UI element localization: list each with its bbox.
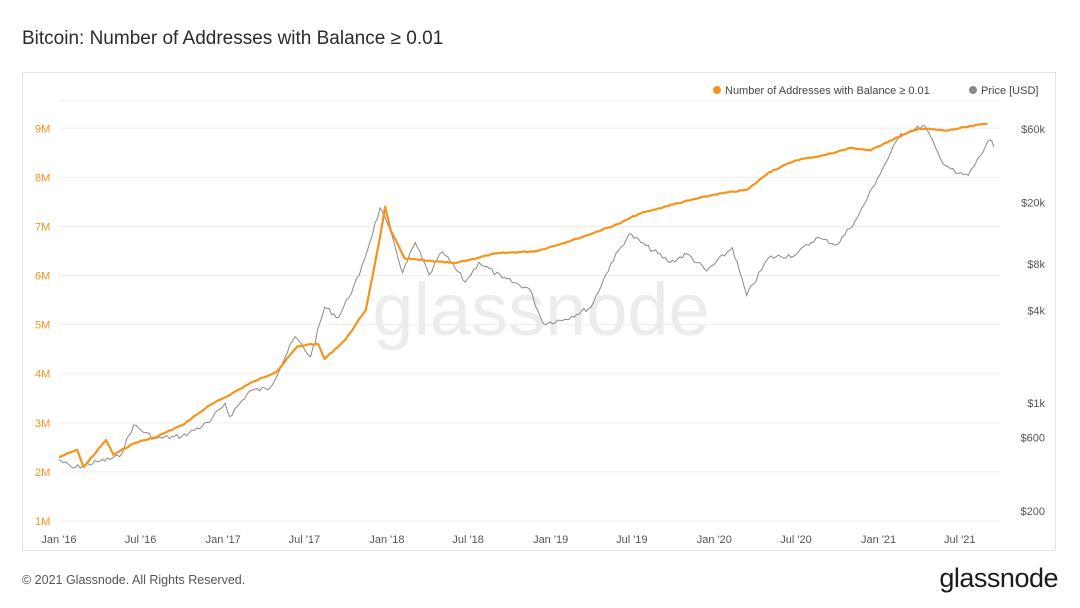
y-right-tick-label: $200 <box>1021 506 1045 518</box>
x-tick-label: Jul '19 <box>616 534 647 546</box>
x-tick-label: Jan '16 <box>41 534 76 546</box>
y-left-tick-label: 9M <box>35 123 50 135</box>
x-tick-label: Jan '19 <box>533 534 568 546</box>
x-tick-label: Jul '20 <box>780 534 811 546</box>
series-line-price <box>58 125 995 469</box>
y-left-tick-label: 5M <box>35 320 50 332</box>
legend-addresses-label[interactable]: Number of Addresses with Balance ≥ 0.01 <box>725 85 930 97</box>
y-left-tick-label: 6M <box>35 271 50 283</box>
x-tick-label: Jul '16 <box>125 534 156 546</box>
x-tick-label: Jan '17 <box>206 534 241 546</box>
y-right-tick-label: $20k <box>1021 198 1045 210</box>
y-left-tick-label: 4M <box>35 369 50 381</box>
chart-title: Bitcoin: Number of Addresses with Balanc… <box>22 28 444 49</box>
grid <box>59 100 1001 522</box>
series-line-addresses <box>58 122 988 469</box>
x-tick-label: Jul '17 <box>289 534 320 546</box>
x-axis: Jan '16 Jul '16 Jan '17 Jul '17 Jan '18 Jul '… <box>41 534 975 546</box>
legend[interactable]: Price [USD] Number of Addresses with Bala… <box>713 85 1038 97</box>
right-axis: $200 $600 $1k $4k $8k $20k $60k <box>1021 124 1046 518</box>
y-right-tick-label: $8k <box>1027 259 1045 271</box>
x-tick-label: Jan '20 <box>697 534 732 546</box>
y-left-tick-label: 1M <box>35 516 50 528</box>
copyright-text: © 2021 Glassnode. All Rights Reserved. <box>22 573 246 587</box>
y-left-tick-label: 3M <box>35 418 50 430</box>
x-tick-label: Jan '21 <box>861 534 896 546</box>
chart-svg: glassnode 1M 2M 3M 4M 5M 6M 7M 8M 9M $200 $600 $1k… <box>35 85 1046 546</box>
watermark-text: glassnode <box>372 268 709 351</box>
y-right-tick-label: $1k <box>1027 398 1045 410</box>
legend-price-label[interactable]: Price [USD] <box>981 85 1038 97</box>
y-right-tick-label: $60k <box>1021 124 1045 136</box>
legend-price-dot <box>969 86 977 94</box>
y-left-tick-label: 8M <box>35 172 50 184</box>
y-right-tick-label: $600 <box>1021 432 1045 444</box>
brand-logo: glassnode <box>939 563 1058 593</box>
y-right-tick-label: $4k <box>1027 305 1045 317</box>
y-left-tick-label: 7M <box>35 221 50 233</box>
x-tick-label: Jul '18 <box>452 534 483 546</box>
x-tick-label: Jul '21 <box>944 534 975 546</box>
x-tick-label: Jan '18 <box>369 534 404 546</box>
y-left-tick-label: 2M <box>35 467 50 479</box>
chart-panel: glassnode 1M 2M 3M 4M 5M 6M 7M 8M 9M $200 $600 $1k… <box>22 72 1056 551</box>
left-axis: 1M 2M 3M 4M 5M 6M 7M 8M 9M <box>35 123 50 528</box>
legend-addresses-dot <box>713 86 721 94</box>
series <box>58 122 995 469</box>
